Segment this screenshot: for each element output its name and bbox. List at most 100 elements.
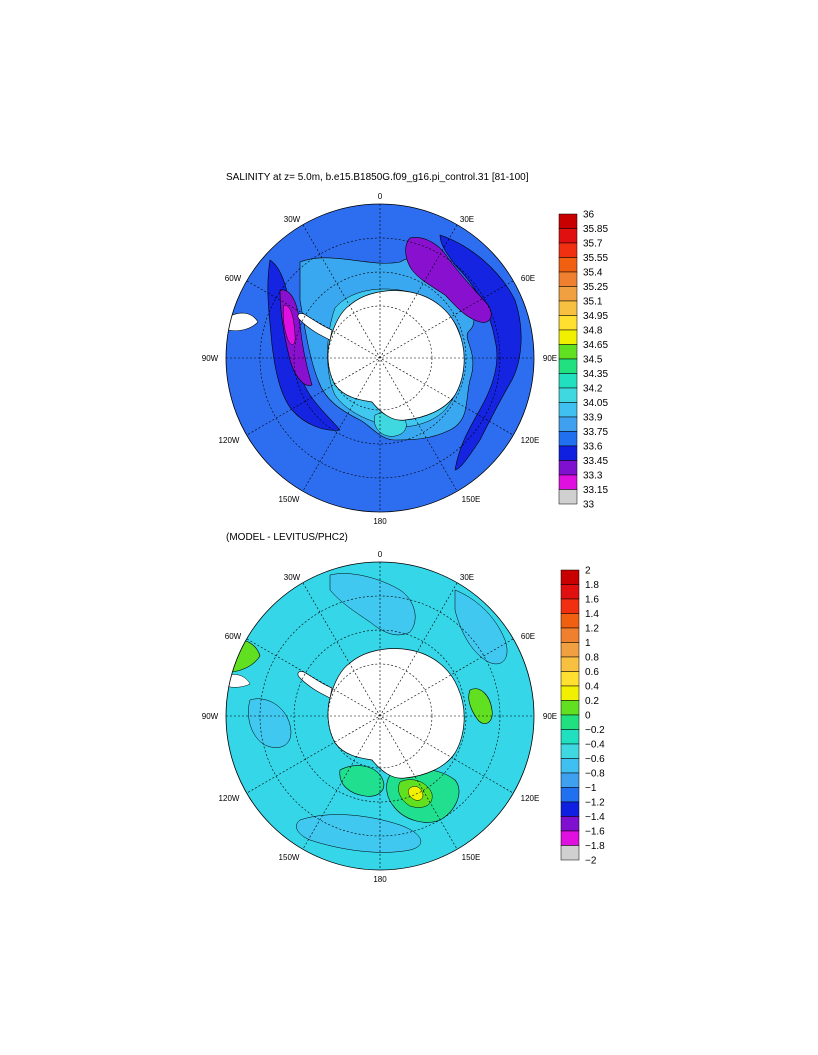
panel2-colorbar-label-13: −0.6	[585, 754, 605, 765]
panel1-colorbar-label-1: 35.85	[583, 224, 608, 235]
panel2-light-patch-w	[248, 698, 292, 748]
panel1-colorbar-label-6: 35.1	[583, 297, 603, 308]
panel2-colorbar-label-8: 0.4	[585, 682, 599, 693]
panel1-colorbar-label-4: 35.4	[583, 268, 603, 279]
panel2-colorbar-label-14: −0.8	[585, 769, 605, 780]
panel2-colorbar-label-17: −1.4	[585, 812, 605, 823]
panel1-colorbar-label-5: 35.25	[583, 282, 608, 293]
panel1-colorbar-box-3	[558, 257, 578, 273]
panel2-colorbar-label-19: −1.8	[585, 841, 605, 852]
panel2-colorbar-label-15: −1	[585, 783, 597, 794]
panel2-light-patch-s	[296, 814, 422, 853]
panel1-colorbar-label-2: 35.7	[583, 239, 603, 250]
panel1-colorbar-label-19: 33.15	[583, 485, 608, 496]
panel1-colorbar-box-15	[558, 431, 578, 447]
panel2-colorbar-label-11: −0.2	[585, 725, 605, 736]
panel1-lon-60w: 60W	[225, 274, 242, 283]
panel2-light-patch-n	[329, 573, 416, 636]
panel2-yellow-ross	[408, 786, 424, 801]
panel2-colorbar-box-5	[560, 642, 580, 658]
panel2-lon-0: 0	[378, 550, 383, 559]
panel1-colorbar-box-4	[558, 271, 578, 287]
panel2-lon-30w: 30W	[284, 573, 301, 582]
panel1-title: SALINITY at z= 5.0m, b.e15.B1850G.f09_g1…	[226, 172, 529, 183]
panel2-lon-150e: 150E	[462, 853, 481, 862]
panel2-colorbar-label-10: 0	[585, 711, 591, 722]
panel1-colorbar-box-6	[558, 300, 578, 316]
panel2-colorbar-label-2: 1.6	[585, 595, 599, 606]
panel1-colorbar-box-2	[558, 242, 578, 258]
panel1-colorbar-label-7: 34.95	[583, 311, 608, 322]
panel1-graticule	[226, 204, 534, 512]
panel1-lon-90w: 90W	[202, 354, 219, 363]
panel2-colorbar-box-18	[560, 830, 580, 846]
panel1-colorbar-label-17: 33.45	[583, 456, 608, 467]
panel2-colorbar-box-17	[560, 816, 580, 832]
panel1-south-america	[226, 312, 259, 332]
panel2-colorbar-box-8	[560, 685, 580, 701]
panel2-colorbar-box-14	[560, 772, 580, 788]
panel2-lon-90e: 90E	[543, 712, 557, 721]
panel1-colorbar-box-0	[558, 213, 578, 229]
panel2-colorbar-label-4: 1.2	[585, 624, 599, 635]
panel1-colorbar-label-14: 33.9	[583, 413, 603, 424]
panel2-green-west	[339, 765, 385, 797]
panel2-colorbar-label-6: 0.8	[585, 653, 599, 664]
panel2-colorbar-box-15	[560, 787, 580, 803]
panel2-colorbar-box-9	[560, 700, 580, 716]
panel1-lon-30e: 30E	[460, 215, 474, 224]
panel1-lon-30w: 30W	[284, 215, 301, 224]
panel2-map: 0 30E 60E 90E 120E 150E 180 150W 120W 90…	[202, 550, 557, 884]
panel1-colorbar-label-15: 33.75	[583, 427, 608, 438]
panel2-lon-150w: 150W	[279, 853, 300, 862]
panel2-colorbar-label-12: −0.4	[585, 740, 605, 751]
panel2-colorbar-box-19	[560, 845, 580, 861]
panel1-colorbar-label-3: 35.55	[583, 253, 608, 264]
panel2-lon-60e: 60E	[521, 632, 535, 641]
panel2-colorbar-box-3	[560, 613, 580, 629]
panel1-colorbar-box-13	[558, 402, 578, 418]
panel2-colorbar-label-18: −1.6	[585, 827, 605, 838]
panel1-colorbar-label-10: 34.5	[583, 355, 603, 366]
panel2-lon-30e: 30E	[460, 573, 474, 582]
panel1-magenta-west	[282, 304, 296, 345]
panel1-colorbar-box-11	[558, 373, 578, 389]
panel2-colorbar-box-16	[560, 801, 580, 817]
panel1-colorbar-label-18: 33.3	[583, 471, 603, 482]
panel2-title: (MODEL - LEVITUS/PHC2)	[226, 532, 348, 543]
panel1-colorbar-box-16	[558, 445, 578, 461]
panel2-colorbar-label-9: 0.2	[585, 696, 599, 707]
panel2-lon-180: 180	[373, 875, 387, 884]
panel2-light-patch-e	[454, 589, 508, 665]
panel2-colorbar-box-13	[560, 758, 580, 774]
panel2-colorbar-box-6	[560, 656, 580, 672]
panel2-border	[225, 561, 535, 871]
panel1-colorbar-label-8: 34.8	[583, 326, 603, 337]
panel1-lon-120w: 120W	[219, 436, 240, 445]
panel1-colorbar-box-1	[558, 228, 578, 244]
panel2-peninsula	[297, 671, 333, 699]
panel1-colorbar-label-20: 33	[583, 500, 595, 511]
panel1-colorbar-label-16: 33.6	[583, 442, 603, 453]
panel1-colorbar-box-8	[558, 329, 578, 345]
panel2-colorbar-label-20: −2	[585, 856, 597, 867]
panel2-colorbar-box-0	[560, 569, 580, 585]
panel1-lon-180: 180	[373, 517, 387, 526]
panel2-colorbar-label-3: 1.4	[585, 609, 599, 620]
panel1-lon-150w: 150W	[279, 495, 300, 504]
panel1-lon-60e: 60E	[521, 274, 535, 283]
panel1-colorbar-box-5	[558, 286, 578, 302]
panel1-colorbar-label-9: 34.65	[583, 340, 608, 351]
panel1-colorbar-box-10	[558, 358, 578, 374]
panel2-lon-60w: 60W	[225, 632, 242, 641]
panel1-lon-120e: 120E	[521, 436, 540, 445]
panel2-colorbar-label-1: 1.8	[585, 580, 599, 591]
panel2-colorbar-box-4	[560, 627, 580, 643]
panel1-colorbar-box-19	[558, 489, 578, 505]
panel1-border	[225, 203, 535, 513]
panel2-colorbar-box-2	[560, 598, 580, 614]
panel2-colorbar-box-10	[560, 714, 580, 730]
panel1-lon-90e: 90E	[543, 354, 557, 363]
panel2-colorbar: 2 1.8 1.6 1.4 1.2 1 0.8 0.6 0.4 0.2 0 −0.2 −0.4 −0.6 −…	[560, 566, 605, 867]
